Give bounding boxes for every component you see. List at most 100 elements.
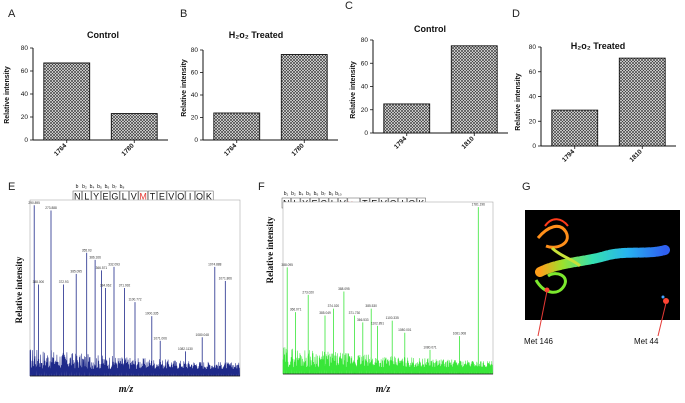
peak-mz-label: 332.093 <box>108 262 120 266</box>
b-ion-label: b₆ <box>105 184 110 190</box>
peak-mz-label: 385.530 <box>365 304 377 308</box>
bar <box>43 62 91 141</box>
y-tick-label: 20 <box>191 115 199 122</box>
y-tick-label: 0 <box>24 137 28 144</box>
peak-mz-label: 366.533 <box>357 318 369 322</box>
peak-mz-label: 1071.006 <box>154 336 168 340</box>
residue-letter: G <box>111 192 118 202</box>
bar <box>551 109 599 147</box>
residue-letter: E <box>102 192 108 202</box>
y-tick-label: 0 <box>532 143 536 150</box>
peak-mz-label: 1071.806 <box>219 276 233 280</box>
panel-c-bar-chart: C Control Relative intensity 0 20 40 60 80 17… <box>345 0 508 151</box>
peak-mz-label: 371.992 <box>119 284 131 288</box>
panel-b-letter: B <box>180 8 187 20</box>
panel-a-bar-chart: A Control Relative intensity 0 20 40 60 80 17… <box>4 8 168 158</box>
met44-label: Met 44 <box>634 337 659 346</box>
y-tick-label: 60 <box>21 68 29 75</box>
bar <box>280 54 328 141</box>
peak-mz-label: 355.03 <box>82 248 92 252</box>
residue-letter: Q <box>177 192 184 202</box>
residue-letter: L <box>84 192 89 202</box>
b-ion-label: b₅ <box>97 184 102 190</box>
peak-mz-label: 385.049 <box>319 311 331 315</box>
peak-mz-label: 366.571 <box>96 266 108 270</box>
y-tick-label: 20 <box>529 118 537 125</box>
bar <box>450 45 498 134</box>
b-ion-label: b₆ <box>314 191 319 197</box>
peak-mz-label: 1102.891 <box>371 321 384 325</box>
y-tick-label: 40 <box>361 84 369 91</box>
y-axis-label: Relative intensity <box>14 256 24 323</box>
peak-mz-label: 374.020 <box>328 304 340 308</box>
peak-mz-label: 388.000 <box>33 280 45 284</box>
panel-f-ms-spectrum: F Relative intensity m/z b₁ b₂ b₄ b₅ b₆ b₇ b₉ b… <box>258 181 494 395</box>
peak-mz-label: 388.095 <box>338 287 350 291</box>
chart-title: Control <box>414 24 446 34</box>
y-tick-label: 0 <box>194 137 198 144</box>
b-ion-label: b₁ <box>284 191 289 197</box>
x-tick-label: 1794 <box>393 135 408 150</box>
y-tick-label: 0 <box>364 130 368 137</box>
protein-ribbon <box>534 218 670 304</box>
peak-mz-label: 273.888 <box>45 206 57 210</box>
x-tick-label: 1794 <box>561 148 576 163</box>
y-axis-label: Relative intensity <box>181 59 188 117</box>
residue-letter: M <box>139 192 147 202</box>
x-tick-label: 1780 <box>120 142 135 157</box>
peak-mz-label: 1074.888 <box>208 262 222 266</box>
met146-label: Met 146 <box>524 337 553 346</box>
peak-mz-label: 1081.008 <box>453 332 467 336</box>
peak-mz-label: 273.020 <box>302 290 314 294</box>
y-axis-label: Relative intensity <box>265 216 275 283</box>
peak-mz-label: 385.095 <box>70 269 82 273</box>
y-tick-label: 60 <box>191 70 199 77</box>
residue-letter: N <box>74 192 81 202</box>
spectrum-plot: 1781.196 388.095 273.020 366.071 385.049 374.… <box>281 201 494 375</box>
b-ion-label: b₇ <box>112 184 117 190</box>
panel-g-structure: G Met 146 Met 44 <box>522 181 680 346</box>
residue-letter: V <box>131 192 137 202</box>
peak-mz-label: 1100.335 <box>386 316 399 320</box>
y-axis-label: Relative intensity <box>4 66 11 124</box>
panel-g-letter: G <box>522 181 531 193</box>
chart-title: H₂o₂ Treated <box>571 41 626 51</box>
y-tick-label: 80 <box>361 37 369 44</box>
peak-mz-label: 384.062 <box>100 284 112 288</box>
panel-d-bar-chart: D H₂o₂ Treated Relative intensity 0 20 40 6… <box>512 8 676 164</box>
peak-mz-label: 1100.772 <box>128 298 141 302</box>
plot-frame <box>282 201 494 375</box>
peak-mz-label: 371.730 <box>349 311 361 315</box>
peak-mz-label: 1082.1130 <box>178 347 193 351</box>
x-tick-label: 1764 <box>223 142 238 157</box>
peak-mz-label: 1080.048 <box>196 333 210 337</box>
y-tick-label: 80 <box>191 47 199 54</box>
panel-f-letter: F <box>258 181 265 193</box>
peak-mz-label: 366.071 <box>290 308 302 312</box>
bar <box>110 113 158 141</box>
b-ion-label: b₈ <box>120 184 125 190</box>
residue-letter: Q <box>196 192 203 202</box>
b-ion-label: b₄ <box>299 191 304 197</box>
b-ion-label: b₄ <box>90 184 95 190</box>
peak-mz-label: 290.895 <box>28 201 40 205</box>
x-tick-label: 1810 <box>628 148 643 163</box>
met44-pointer <box>657 302 667 337</box>
y-tick-label: 20 <box>361 107 369 114</box>
chart-title: Control <box>87 30 119 40</box>
residue-letter: I <box>189 192 192 202</box>
residue-letter: K <box>206 192 212 202</box>
peak-mz-label: 388.095 <box>281 263 293 267</box>
residue-letter: V <box>168 192 174 202</box>
y-tick-label: 40 <box>191 92 199 99</box>
y-axis-label: Relative intensity <box>515 73 522 131</box>
b-ion-label: b₂ <box>82 184 87 190</box>
peak-mz-label: 1000.335 <box>145 312 159 316</box>
y-tick-label: 40 <box>529 94 537 101</box>
y-axis-label: Relative intensity <box>350 61 357 119</box>
panel-e-letter: E <box>8 181 15 193</box>
residue-letter: Y <box>93 192 99 202</box>
panel-c-letter: C <box>345 0 353 12</box>
x-axis-label: m/z <box>376 384 391 395</box>
